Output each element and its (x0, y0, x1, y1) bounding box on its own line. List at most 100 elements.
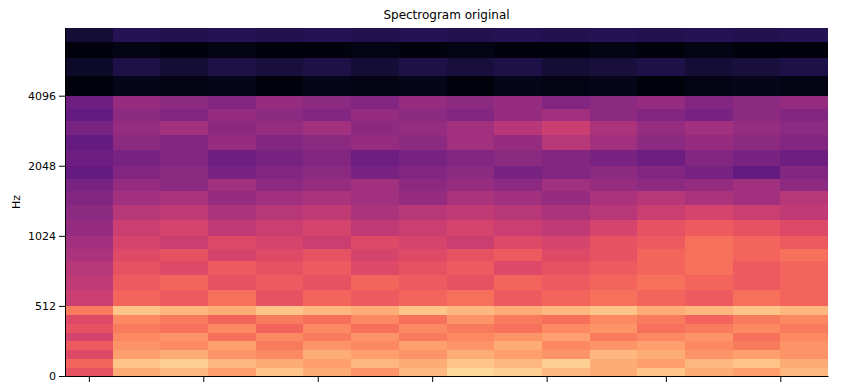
heatmap-cell (685, 290, 733, 307)
heatmap-cell (542, 204, 590, 220)
heatmap-cell (399, 134, 447, 150)
heatmap-cell (637, 323, 685, 332)
heatmap-cell (685, 332, 733, 341)
heatmap-cell (113, 166, 161, 180)
heatmap-cell (733, 204, 781, 220)
heatmap-cell (65, 323, 113, 332)
heatmap-cell (65, 341, 113, 350)
heatmap-cell (160, 191, 208, 205)
heatmap-cell (208, 249, 256, 261)
heatmap-cell (303, 358, 351, 367)
heatmap-cell (733, 28, 781, 42)
x-tick-mark (318, 376, 319, 382)
heatmap-cell (113, 57, 161, 76)
heatmap-cell (399, 290, 447, 307)
heatmap-cell (160, 341, 208, 350)
heatmap-cell (65, 261, 113, 275)
heatmap-cell (542, 367, 590, 376)
heatmap-cell (399, 109, 447, 121)
heatmap-cell (351, 261, 399, 275)
heatmap-cell (256, 42, 304, 58)
heatmap-cell (494, 332, 542, 341)
heatmap-cell (208, 358, 256, 367)
heatmap-cell (399, 179, 447, 191)
heatmap-cell (256, 341, 304, 350)
heatmap-cell (256, 179, 304, 191)
heatmap-cell (637, 236, 685, 250)
heatmap-cell (542, 249, 590, 261)
heatmap-cell (637, 341, 685, 350)
heatmap-cell (637, 350, 685, 359)
heatmap-cell (303, 350, 351, 359)
heatmap-cell (780, 76, 828, 97)
heatmap-cell (542, 220, 590, 237)
heatmap-cell (447, 109, 495, 121)
heatmap-cell (494, 191, 542, 205)
heatmap-cell (208, 290, 256, 307)
heatmap-cell (351, 76, 399, 97)
heatmap-cell (685, 261, 733, 275)
heatmap-cell (303, 261, 351, 275)
heatmap-cell (733, 57, 781, 76)
heatmap-cell (399, 96, 447, 110)
heatmap-cell (447, 121, 495, 135)
heatmap-cell (447, 150, 495, 167)
heatmap-cell (447, 166, 495, 180)
heatmap-cell (351, 150, 399, 167)
heatmap-cell (160, 134, 208, 150)
heatmap-cell (590, 204, 638, 220)
heatmap-cell (160, 150, 208, 167)
heatmap-cell (685, 150, 733, 167)
heatmap-cell (113, 315, 161, 324)
heatmap-cell (733, 315, 781, 324)
heatmap-cell (113, 42, 161, 58)
heatmap-cell (208, 274, 256, 290)
heatmap-cell (780, 109, 828, 121)
heatmap-cell (733, 367, 781, 376)
heatmap-cell (303, 166, 351, 180)
heatmap-cell (208, 28, 256, 42)
heatmap-cell (208, 204, 256, 220)
heatmap-cell (160, 204, 208, 220)
heatmap-cell (303, 76, 351, 97)
heatmap-cell (351, 290, 399, 307)
heatmap-cell (685, 220, 733, 237)
heatmap-cell (303, 341, 351, 350)
heatmap-cell (208, 57, 256, 76)
heatmap-cell (733, 179, 781, 191)
heatmap-cell (399, 341, 447, 350)
heatmap-cell (637, 204, 685, 220)
heatmap-cell (542, 341, 590, 350)
x-tick-mark (780, 376, 781, 382)
heatmap-cell (685, 367, 733, 376)
heatmap-cell (256, 57, 304, 76)
y-tick-label: 4096 (28, 90, 56, 103)
heatmap-cell (65, 179, 113, 191)
heatmap-cell (113, 134, 161, 150)
x-axis-line (66, 376, 829, 377)
heatmap-cell (351, 96, 399, 110)
heatmap-cell (447, 367, 495, 376)
heatmap-cell (637, 150, 685, 167)
heatmap-cell (637, 28, 685, 42)
heatmap-cell (351, 166, 399, 180)
heatmap-cell (351, 341, 399, 350)
heatmap-cell (494, 121, 542, 135)
heatmap-cell (256, 332, 304, 341)
heatmap-cell (780, 220, 828, 237)
heatmap-cell (447, 332, 495, 341)
heatmap-cell (399, 315, 447, 324)
heatmap-cell (590, 290, 638, 307)
heatmap-cell (256, 76, 304, 97)
heatmap-cell (780, 191, 828, 205)
heatmap-cell (256, 236, 304, 250)
heatmap-cell (351, 367, 399, 376)
x-tick-mark (203, 376, 204, 382)
heatmap-cell (494, 236, 542, 250)
heatmap-cell (590, 28, 638, 42)
heatmap-cell (780, 341, 828, 350)
heatmap-cell (494, 249, 542, 261)
heatmap-cell (303, 323, 351, 332)
heatmap-cell (208, 121, 256, 135)
heatmap-cell (113, 28, 161, 42)
